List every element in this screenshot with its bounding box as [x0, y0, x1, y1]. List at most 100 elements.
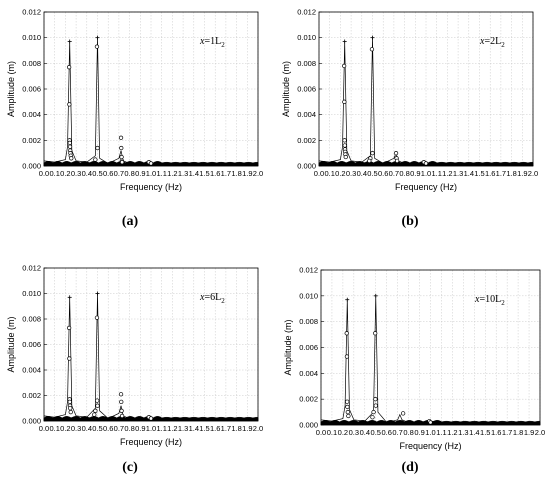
x-tick-label: 0.5: [371, 428, 381, 437]
panel-b: 0.0 0.1 0.2 0.3 0.4 0.5 0.6 0.7 0.8 0.9 1.0 1.1 1.2 1…: [275, 0, 550, 247]
x-tick-label: 0.4: [360, 428, 370, 437]
circle-marker: [369, 47, 375, 52]
x-tick-label: 0.4: [82, 169, 92, 178]
circle-marker: [67, 144, 73, 149]
x-tick-label: 1.1: [436, 428, 446, 437]
x-tick-label: 0.8: [399, 169, 409, 178]
x-tick-label: 0.1: [324, 169, 334, 178]
circle-marker: [95, 403, 100, 408]
x-tick-label: 1.6: [210, 169, 220, 178]
x-tick-label: 1.5: [474, 169, 484, 178]
circle-marker: [92, 412, 97, 417]
x-tick-label: 1.4: [464, 169, 474, 178]
circle-marker: [118, 135, 124, 140]
panel-c: 0.0 0.1 0.2 0.3 0.4 0.5 0.6 0.7 0.8 0.9 1.0 1.1 1.2 1…: [0, 248, 275, 495]
circle-marker: [119, 413, 125, 419]
x-tick-label: 1.1: [156, 424, 166, 433]
circle-marker: [94, 44, 100, 49]
x-tick-label: 1.0: [146, 169, 156, 178]
y-tick-label: 0.002: [22, 391, 41, 400]
circle-marker: [342, 99, 347, 104]
x-tick-label: 1.4: [469, 428, 479, 437]
y-tick-label: 0.010: [297, 33, 316, 42]
circle-marker: [94, 315, 100, 320]
x-axis-label: Frequency (Hz): [395, 182, 457, 192]
panel-label-b: (b): [401, 214, 419, 229]
x-tick-label: 1.2: [442, 169, 452, 178]
plus-marker: [95, 35, 100, 40]
x-tick-label: 0.7: [389, 169, 399, 178]
x-tick-label: 0.6: [381, 428, 391, 437]
circle-marker: [370, 151, 375, 156]
circle-marker: [119, 145, 124, 151]
x-tick-label: 1.8: [506, 169, 516, 178]
x-tick-label: 1.5: [199, 424, 209, 433]
y-tick-label: 0.006: [22, 85, 41, 94]
panel-label-d: (d): [401, 460, 419, 475]
circle-marker: [119, 154, 124, 160]
y-axis-label: Amplitude (m): [6, 316, 16, 372]
x-tick-label: 0.9: [414, 428, 424, 437]
position-annotation: x=10L2: [474, 294, 505, 307]
x-tick-label: 1.8: [231, 424, 241, 433]
y-tick-label: 0.012: [297, 8, 316, 17]
circle-marker: [370, 415, 375, 420]
y-tick-label: 0.004: [22, 366, 41, 375]
x-tick-label: 1.7: [496, 169, 506, 178]
x-tick-label: 1.6: [210, 424, 220, 433]
y-tick-label: 0.000: [22, 162, 41, 171]
x-tick-label: 1.2: [447, 428, 457, 437]
position-annotation: x=1L2: [199, 36, 225, 49]
x-tick-label: 0.5: [92, 424, 102, 433]
x-tick-label: 0.5: [367, 169, 377, 178]
x-tick-label: 0.8: [124, 424, 134, 433]
y-tick-label: 0.008: [297, 59, 316, 68]
circle-marker: [373, 397, 378, 402]
x-tick-label: 0.0: [316, 428, 326, 437]
x-tick-label: 0.8: [124, 169, 134, 178]
circle-marker: [148, 161, 154, 166]
x-tick-label: 1.9: [242, 424, 252, 433]
x-tick-label: 0.9: [410, 169, 420, 178]
circle-marker: [93, 157, 98, 162]
circle-marker: [345, 399, 350, 404]
circle-marker: [119, 408, 124, 413]
x-tick-label: 0.9: [135, 169, 145, 178]
y-tick-label: 0.004: [299, 369, 318, 378]
x-tick-label: 0.8: [403, 428, 413, 437]
x-axis-label: Frequency (Hz): [120, 182, 182, 192]
x-tick-label: 1.3: [178, 169, 188, 178]
spectrum-line: [43, 37, 258, 166]
x-tick-label: 0.0: [39, 169, 49, 178]
circle-marker: [67, 356, 72, 361]
x-tick-label: 0.3: [346, 169, 356, 178]
plus-marker: [67, 39, 72, 44]
x-tick-label: 0.9: [135, 424, 145, 433]
y-tick-label: 0.008: [22, 59, 41, 68]
x-tick-label: 1.5: [480, 428, 490, 437]
y-tick-label: 0.000: [299, 421, 318, 430]
circle-marker: [119, 399, 124, 405]
plus-marker: [370, 35, 375, 40]
panel-d: 0.0 0.1 0.2 0.3 0.4 0.5 0.6 0.7 0.8 0.9 1.0 1.1 1.2 1…: [275, 248, 550, 495]
circle-marker: [371, 409, 376, 415]
y-tick-label: 0.006: [299, 343, 318, 352]
circle-marker: [93, 408, 98, 413]
x-tick-label: 1.8: [513, 428, 523, 437]
circle-marker: [66, 65, 72, 70]
circle-marker: [118, 392, 124, 397]
circle-marker: [119, 159, 125, 165]
circle-marker: [342, 143, 347, 148]
circle-marker: [66, 325, 72, 331]
x-tick-label: 0.6: [378, 169, 388, 178]
x-tick-label: 0.1: [327, 428, 337, 437]
circle-marker: [68, 406, 73, 411]
circle-marker: [344, 331, 349, 336]
x-tick-label: 0.0: [39, 424, 49, 433]
y-tick-label: 0.012: [299, 266, 318, 275]
x-tick-label: 2.0: [253, 424, 263, 433]
x-tick-label: 1.2: [167, 424, 177, 433]
panel-label-a: (a): [121, 214, 139, 229]
x-tick-label: 1.2: [167, 169, 177, 178]
x-tick-label: 0.7: [114, 424, 124, 433]
